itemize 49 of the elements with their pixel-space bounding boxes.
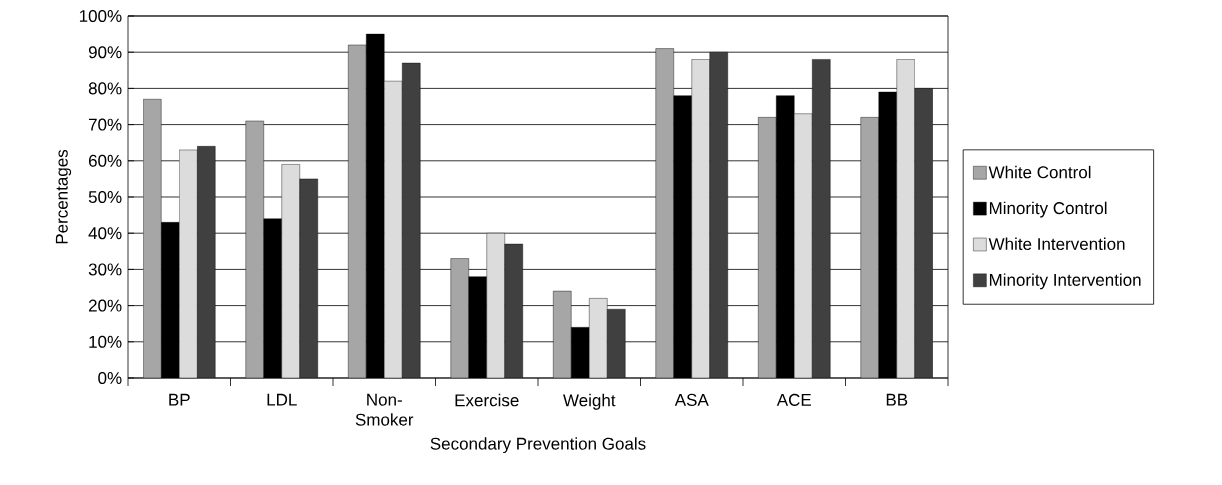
bar (655, 48, 674, 378)
legend-label: White Control (988, 165, 1091, 179)
x-tick-label: LDL (267, 393, 297, 406)
bar (794, 113, 813, 378)
bar (486, 233, 505, 378)
bar (402, 63, 421, 378)
legend-label: Minority Intervention (989, 273, 1141, 290)
x-tick-label: Weight (563, 393, 616, 410)
bar (179, 149, 198, 378)
bar (553, 291, 572, 378)
bar (758, 117, 777, 378)
x-tick-label: Exercise (455, 393, 519, 407)
bar (914, 88, 933, 378)
y-tick-label: 100% (79, 9, 122, 23)
y-tick-label: 10% (89, 335, 122, 348)
bar (281, 164, 300, 378)
bar (504, 244, 523, 378)
bar (691, 59, 710, 378)
bar (860, 117, 879, 378)
bar (589, 298, 608, 378)
legend-label: Minority Control (989, 201, 1107, 218)
y-axis-title: Percentages (55, 149, 72, 244)
y-tick-label: 80% (88, 82, 122, 95)
x-axis-title: Secondary Prevention Goals (430, 437, 646, 454)
y-tick-label: 50% (88, 190, 122, 204)
bar (245, 120, 264, 378)
bar (812, 59, 831, 378)
bar (607, 309, 626, 378)
bar (384, 81, 403, 378)
x-tick-label: ASA (674, 393, 709, 406)
bar (709, 52, 728, 378)
x-tick-label: BB (886, 393, 908, 406)
y-tick-label: 60% (88, 154, 122, 167)
x-tick-label: BP (169, 393, 190, 406)
bar (450, 258, 469, 378)
bar (348, 44, 367, 378)
y-tick-label: 20% (88, 299, 122, 312)
y-tick-label: 40% (88, 227, 122, 240)
bar (197, 146, 216, 378)
x-tick-label: Non-Smoker (355, 393, 414, 426)
legend-label: White Intervention (988, 237, 1125, 251)
x-tick-label: ACE (776, 393, 811, 406)
bar (299, 178, 318, 378)
y-tick-label: 0% (98, 371, 122, 385)
y-tick-label: 90% (88, 46, 122, 59)
bar (896, 59, 915, 378)
bar (143, 99, 162, 378)
y-tick-label: 30% (88, 263, 122, 276)
y-tick-label: 70% (88, 118, 122, 131)
